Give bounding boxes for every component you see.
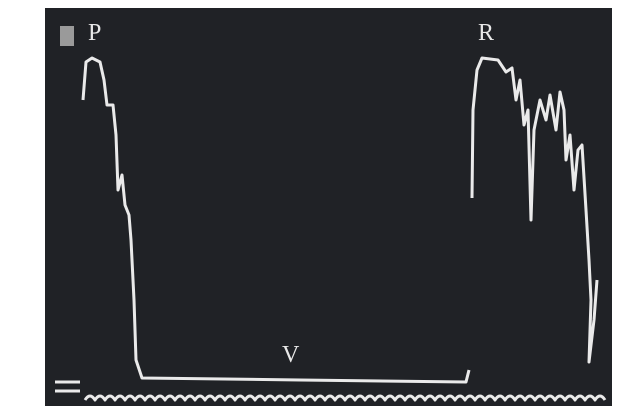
label-v: V — [282, 342, 300, 368]
oscilloscope-photo: P R V — [0, 0, 625, 414]
screen — [45, 8, 612, 406]
label-p: P — [88, 20, 101, 46]
marker-square — [60, 26, 74, 46]
label-r: R — [478, 20, 494, 46]
